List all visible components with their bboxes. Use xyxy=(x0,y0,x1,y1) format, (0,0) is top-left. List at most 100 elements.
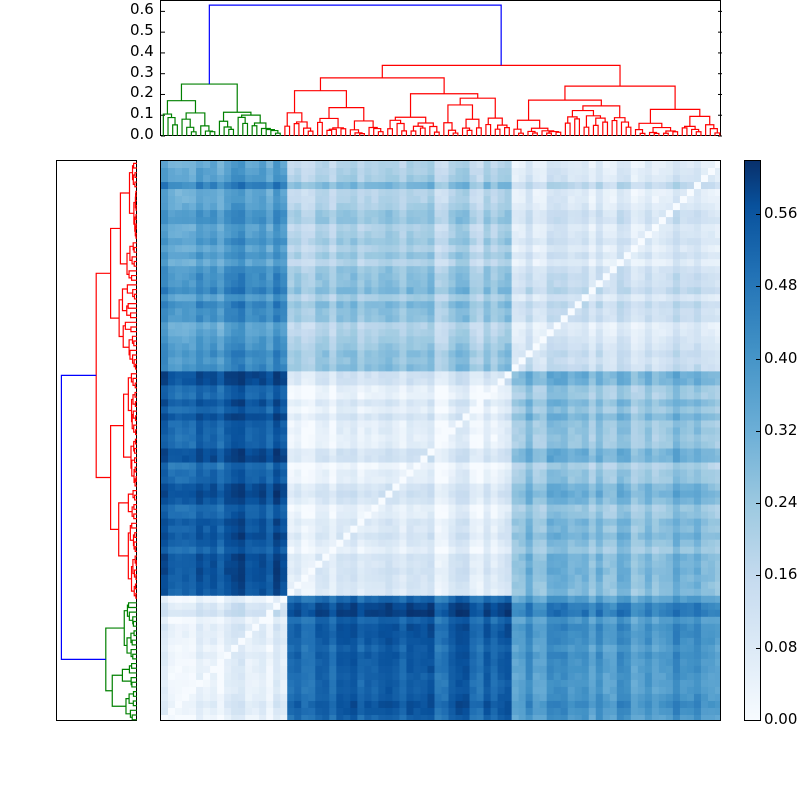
dendrogram-link xyxy=(340,128,347,136)
dendrogram-link xyxy=(128,270,137,279)
dendrogram-link xyxy=(134,401,137,408)
dendrogram-link xyxy=(532,132,538,136)
dendrogram-link xyxy=(567,116,578,124)
dendrogram-link xyxy=(684,125,696,130)
dendrogram-link xyxy=(564,122,571,136)
dendrogram-link xyxy=(110,425,124,530)
top-ytick-label: 0.0 xyxy=(130,125,154,143)
dendrogram-link xyxy=(419,127,426,136)
dendrogram-link xyxy=(665,130,676,134)
heatmap-cells xyxy=(161,161,720,720)
dendrogram-link xyxy=(592,124,599,136)
dendrogram-link xyxy=(134,363,137,370)
dendrogram-link xyxy=(134,583,137,590)
dendrogram-link xyxy=(326,129,333,136)
dendrogram-link xyxy=(128,665,137,674)
dendrogram-link xyxy=(105,627,125,692)
dendrogram-link xyxy=(208,4,502,85)
dendrogram-link xyxy=(377,131,384,136)
dendrogram-link xyxy=(185,112,206,126)
dendrogram-link xyxy=(241,114,261,124)
dendrogram-link xyxy=(504,127,510,136)
dendrogram-link xyxy=(475,127,482,136)
dendrogram-link xyxy=(134,429,137,436)
dendrogram-link xyxy=(689,115,711,127)
dendrogram-link xyxy=(133,447,137,454)
colorbar xyxy=(744,160,761,721)
dendrogram-link xyxy=(583,126,590,136)
dendrogram-link xyxy=(131,506,134,517)
colorbar-tick-mark xyxy=(756,720,760,721)
top-ytick-label: 0.5 xyxy=(130,21,154,40)
dendrogram-link xyxy=(131,662,137,669)
dendrogram-link xyxy=(132,242,137,251)
dendrogram-link xyxy=(317,121,323,136)
dendrogram-link xyxy=(111,674,126,707)
dendrogram-link xyxy=(131,714,137,721)
dendrogram-link xyxy=(132,558,136,575)
dendrogram-link xyxy=(135,475,137,482)
dendrogram-link xyxy=(319,77,445,94)
dendrogram-link xyxy=(527,130,536,136)
dendrogram-link xyxy=(134,415,137,422)
dendrogram-link xyxy=(131,639,137,646)
dendrogram-link xyxy=(516,119,541,130)
dendrogram-link xyxy=(705,124,715,136)
dendrogram-link xyxy=(132,394,136,405)
dendrogram-link xyxy=(135,214,137,221)
dendrogram-link xyxy=(555,131,562,136)
dendrogram-link xyxy=(625,126,632,136)
dendrogram-link xyxy=(527,99,602,121)
dendrogram-link xyxy=(447,104,474,123)
dendrogram-link xyxy=(494,128,501,136)
dendrogram-link xyxy=(135,592,137,599)
dendrogram-link xyxy=(638,122,663,130)
colorbar-tick-mark xyxy=(756,430,760,432)
dendrogram-link xyxy=(691,128,700,136)
dendrogram-link xyxy=(133,260,137,267)
colorbar-tick-mark xyxy=(756,503,760,505)
dendrogram-link xyxy=(133,201,136,225)
dendrogram-link xyxy=(134,546,137,552)
dendrogram-link xyxy=(181,118,191,136)
dendrogram-link xyxy=(134,494,137,501)
dendrogram-link xyxy=(447,129,457,136)
dendrogram-link xyxy=(548,130,559,134)
dendrogram-link xyxy=(530,127,549,132)
colorbar-tick-label: 0.32 xyxy=(764,420,798,439)
colorbar-tick-mark xyxy=(756,575,760,577)
dendrogram-link xyxy=(125,698,131,715)
colorbar-tick-mark xyxy=(756,286,760,288)
colorbar-tick-mark xyxy=(756,647,760,649)
dendrogram-link xyxy=(134,196,137,209)
dendrogram-link xyxy=(130,565,135,592)
top-ytick-label: 0.6 xyxy=(130,0,154,19)
dendrogram-link xyxy=(127,602,137,609)
dendrogram-link xyxy=(639,132,646,136)
dendrogram-link xyxy=(123,610,128,647)
dendrogram-link xyxy=(132,691,137,697)
top-ytick-label: 0.1 xyxy=(130,104,154,123)
heatmap xyxy=(160,160,721,721)
colorbar-tick-label: 0.16 xyxy=(764,565,798,584)
dendrogram-link xyxy=(611,119,618,136)
dendrogram-link xyxy=(649,108,701,124)
dendrogram-link xyxy=(132,288,137,298)
dendrogram-link xyxy=(134,466,137,473)
dendrogram-link xyxy=(134,391,137,398)
dendrogram-link xyxy=(134,382,137,389)
top-dendrogram xyxy=(160,0,722,137)
dendrogram-link xyxy=(389,119,402,129)
top-ytick-label: 0.2 xyxy=(130,83,154,102)
dendrogram-link xyxy=(131,335,137,344)
dendrogram-link xyxy=(167,116,176,136)
dendrogram-link xyxy=(130,326,137,333)
dendrogram-link xyxy=(251,125,258,136)
dendrogram-link xyxy=(222,111,252,122)
dendrogram-link xyxy=(452,132,459,136)
dendrogram-link xyxy=(134,172,137,178)
dendrogram-link xyxy=(461,127,471,136)
dendrogram-link xyxy=(172,124,178,136)
dendrogram-link xyxy=(228,128,235,136)
dendrogram-link xyxy=(131,522,137,529)
